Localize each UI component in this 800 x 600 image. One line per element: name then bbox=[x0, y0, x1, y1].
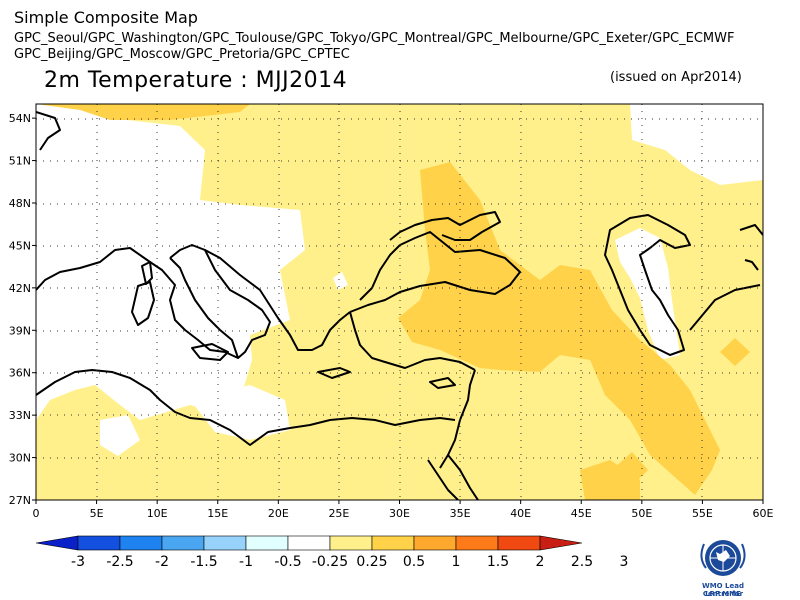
wmo-logo-label-1: WMO Lead Centre for bbox=[701, 582, 745, 598]
coastline-caspian bbox=[604, 214, 691, 356]
lon-tick-label: 35E bbox=[450, 507, 471, 520]
colorbar-box bbox=[455, 535, 499, 551]
temperature-anomaly-map: 54N 51N 48N 45N 42N 39N 36N 33N 30N 27N 0 5E 10E 15E… bbox=[9, 103, 774, 520]
lon-tick-label: 30E bbox=[389, 507, 410, 520]
colorbar-box bbox=[245, 535, 289, 551]
colorbar: -3 -2.5 -2 -1.5 -1 -0.5 -0.25 0.25 0.5 1 1.5 2 2.5 3 bbox=[35, 535, 628, 570]
lat-tick-label: 36N bbox=[9, 367, 31, 380]
colorbar-box bbox=[161, 535, 205, 551]
lon-tick-label: 50E bbox=[631, 507, 652, 520]
app-title: Simple Composite Map bbox=[14, 8, 198, 27]
centres-line-1: GPC_Seoul/GPC_Washington/GPC_Toulouse/GP… bbox=[14, 31, 735, 46]
warm-area-north-strip bbox=[36, 104, 250, 120]
colorbar-boxes bbox=[35, 535, 583, 551]
wmo-logo-label-2: LRF MME bbox=[705, 590, 741, 598]
colorbar-right-arrow bbox=[539, 535, 583, 551]
lon-tick-label: 10E bbox=[147, 507, 168, 520]
colorbar-box bbox=[203, 535, 247, 551]
coastline-sicily bbox=[191, 343, 229, 361]
coastline-corsica bbox=[141, 261, 153, 285]
coastline-turkey bbox=[349, 231, 521, 371]
lat-tick-label: 48N bbox=[9, 197, 31, 210]
colorbar-labels: -3 -2.5 -2 -1.5 -1 -0.5 -0.25 0.25 0.5 1 1.5 2 2.5 3 bbox=[71, 554, 628, 570]
colorbar-label: -0.5 bbox=[274, 554, 301, 570]
warm-area-turkey-black-sea bbox=[398, 162, 720, 495]
colorbar-box bbox=[413, 535, 457, 551]
coastline-sardinia bbox=[131, 281, 155, 326]
wmo-logo: WMO Lead Centre for LRF MME bbox=[688, 532, 758, 600]
colorbar-label: 1 bbox=[452, 554, 461, 570]
neutral-area-islands bbox=[100, 415, 140, 456]
lat-tick-label: 51N bbox=[9, 155, 31, 168]
coastline-red-sea bbox=[427, 454, 479, 500]
lon-tick-label: 40E bbox=[510, 507, 531, 520]
colorbar-label: -2 bbox=[155, 554, 169, 570]
colorbar-label: 0.25 bbox=[356, 554, 387, 570]
issued-date: (issued on Apr2014) bbox=[610, 70, 742, 85]
warm-area-south-spot bbox=[612, 452, 648, 490]
coastline-balkans bbox=[204, 249, 351, 351]
coastline-crete bbox=[317, 367, 351, 379]
colorbar-label: -2.5 bbox=[106, 554, 133, 570]
graticule bbox=[36, 104, 763, 500]
colorbar-label: 2.5 bbox=[571, 554, 593, 570]
colorbar-label: 2 bbox=[536, 554, 545, 570]
lon-tick-label: 45E bbox=[571, 507, 592, 520]
lon-tick-label: 60E bbox=[753, 507, 774, 520]
coastline-aral bbox=[739, 224, 763, 271]
colorbar-box bbox=[77, 535, 121, 551]
colorbar-left-arrow bbox=[35, 535, 79, 551]
colorbar-box bbox=[329, 535, 373, 551]
coastline-cyprus bbox=[429, 377, 456, 389]
colorbar-label: 1.5 bbox=[487, 554, 509, 570]
longitude-axis: 0 5E 10E 15E 20E 25E 30E 35E 40E 45E 50E 55E 60E bbox=[33, 500, 774, 520]
map-title: 2m Temperature : MJJ2014 bbox=[44, 68, 348, 93]
coastline-spain-france bbox=[36, 247, 239, 359]
warm-area-east-diamond bbox=[720, 338, 750, 366]
lon-tick-label: 55E bbox=[692, 507, 713, 520]
coastline-black-sea-north bbox=[389, 211, 501, 241]
centres-line-2: GPC_Beijing/GPC_Moscow/GPC_Pretoria/GPC_… bbox=[14, 47, 350, 62]
colorbar-label: -3 bbox=[71, 554, 85, 570]
colorbar-box bbox=[371, 535, 415, 551]
lat-tick-label: 39N bbox=[9, 324, 31, 337]
lat-tick-label: 30N bbox=[9, 452, 31, 465]
wmo-emblem-icon bbox=[700, 540, 746, 576]
coastline-italy bbox=[169, 244, 271, 359]
neutral-area-caspian bbox=[615, 228, 680, 360]
lat-tick-label: 42N bbox=[9, 282, 31, 295]
colorbar-label: -0.25 bbox=[312, 554, 348, 570]
lat-tick-label: 54N bbox=[9, 112, 31, 125]
neutral-area-aegean bbox=[333, 272, 348, 290]
lon-tick-label: 5E bbox=[90, 507, 104, 520]
colorbar-box bbox=[287, 535, 331, 551]
colorbar-box bbox=[119, 535, 163, 551]
latitude-axis: 54N 51N 48N 45N 42N 39N 36N 33N 30N 27N bbox=[9, 112, 36, 507]
coastlines bbox=[36, 111, 763, 500]
lat-tick-label: 45N bbox=[9, 239, 31, 252]
colorbar-label: 3 bbox=[620, 554, 629, 570]
neutral-area-libya bbox=[190, 385, 290, 440]
coastline-north-sea bbox=[36, 111, 61, 151]
neutral-area-west bbox=[36, 104, 305, 420]
coastline-north-africa bbox=[36, 369, 456, 446]
neutral-area-north bbox=[630, 104, 763, 185]
lon-tick-label: 25E bbox=[328, 507, 349, 520]
colorbar-label: -1 bbox=[239, 554, 253, 570]
lat-tick-label: 27N bbox=[9, 494, 31, 507]
lon-tick-label: 20E bbox=[268, 507, 289, 520]
colorbar-label: -1.5 bbox=[190, 554, 217, 570]
lon-tick-label: 0 bbox=[33, 507, 40, 520]
colorbar-box bbox=[497, 535, 541, 551]
lat-tick-label: 33N bbox=[9, 409, 31, 422]
colorbar-label: 0.5 bbox=[403, 554, 425, 570]
lon-tick-label: 15E bbox=[207, 507, 228, 520]
